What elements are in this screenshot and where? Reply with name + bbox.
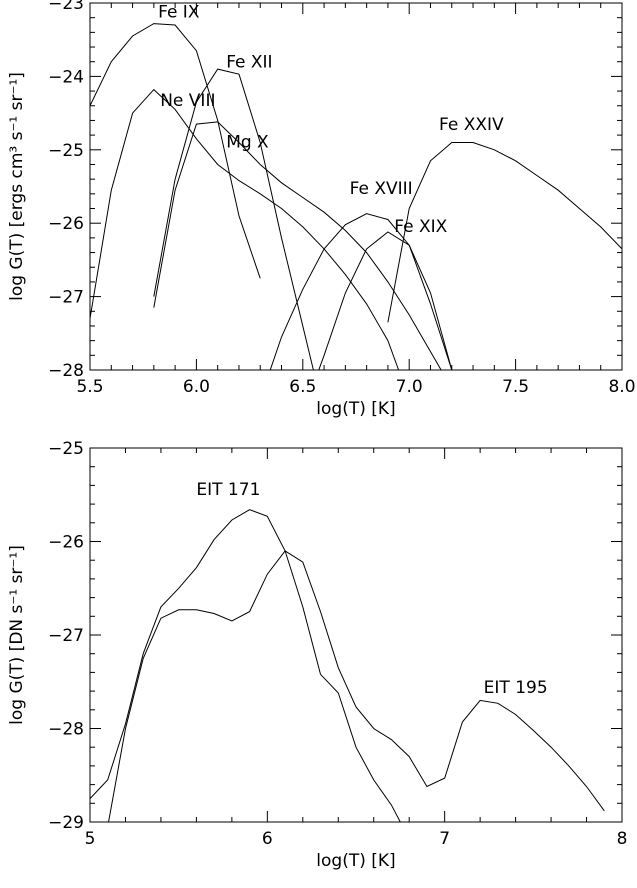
series-label-fe-xxiv: Fe XXIV [439, 115, 504, 135]
y-axis-label: log G(T) [DN s⁻¹ sr⁻¹] [7, 545, 27, 725]
top-panel: 5.5 6.0 6.5 7.0 7.5 8.0 −23 −24 −25 −26 −27 −28 log(… [7, 0, 636, 419]
series-line-eit-195 [108, 550, 605, 822]
series-label-eit-171: EIT 171 [196, 480, 260, 500]
bottom-panel: 5 6 7 8 −25 −26 −27 −28 −29 log(T) [K] log G(T) [D… [7, 439, 627, 871]
series-line-ne-viii [90, 88, 400, 370]
series-line-fe-xviii [269, 213, 453, 370]
plot-frame [89, 447, 623, 823]
y-tick-label: −27 [48, 626, 84, 646]
series-label-fe-ix: Fe IX [158, 3, 200, 23]
series-label-ne-viii: Ne VIII [160, 91, 215, 111]
y-tick-label: −25 [48, 439, 84, 459]
y-tick-label: −25 [48, 141, 84, 161]
x-tick-label: 7 [439, 829, 450, 849]
series-line-fe-ix [90, 23, 261, 279]
series-label-fe-xix: Fe XIX [394, 217, 447, 237]
x-tick-label: 6.5 [289, 377, 316, 397]
x-axis-label: log(T) [K] [316, 399, 395, 419]
x-tick-label: 5 [85, 829, 96, 849]
series-label-mg-x: Mg X [226, 133, 269, 153]
y-tick-label: −28 [48, 720, 84, 740]
y-axis-label: log G(T) [ergs cm³ s⁻¹ sr⁻¹] [7, 72, 27, 301]
series-label-eit-195: EIT 195 [484, 678, 548, 698]
x-tick-label: 7.5 [502, 377, 529, 397]
x-axis-label: log(T) [K] [316, 851, 395, 871]
series-line-fe-xii [153, 68, 314, 370]
series-label-fe-xii: Fe XII [226, 53, 272, 73]
y-tick-label: −24 [48, 67, 84, 87]
y-tick-label: −26 [48, 214, 84, 234]
x-tick-label: 6.0 [183, 377, 210, 397]
plot-frame [89, 2, 623, 371]
y-tick-label: −29 [48, 813, 84, 833]
y-tick-label: −26 [48, 533, 84, 553]
x-tick-label: 7.0 [396, 377, 423, 397]
series-line-eit-171 [90, 509, 401, 822]
series-group [90, 509, 605, 822]
series-label-fe-xviii: Fe XVIII [350, 179, 413, 199]
series-line-mg-x [153, 121, 442, 370]
y-tick-label: −28 [48, 361, 84, 381]
x-tick-label: 8.0 [608, 377, 635, 397]
y-tick-label: −27 [48, 288, 84, 308]
x-tick-label: 5.5 [76, 377, 103, 397]
series-line-fe-xxiv [387, 142, 622, 323]
series-line-fe-xix [318, 231, 453, 370]
x-tick-label: 6 [262, 829, 273, 849]
series-group [90, 23, 622, 370]
y-tick-label: −23 [48, 0, 84, 14]
x-tick-label: 8 [617, 829, 628, 849]
